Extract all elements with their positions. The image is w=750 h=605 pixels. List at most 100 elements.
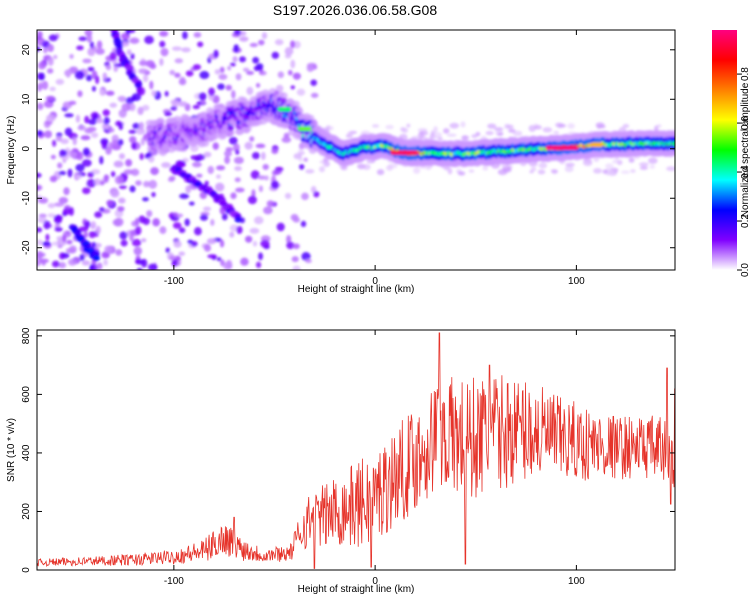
heatmap-cell xyxy=(135,226,142,235)
heatmap-cell xyxy=(42,241,51,247)
heatmap-cell xyxy=(161,162,171,169)
spectrogram-ylabel: Frequency (Hz) xyxy=(6,116,17,185)
heatmap-cell xyxy=(132,122,140,130)
heatmap-cell xyxy=(159,40,166,48)
heatmap-cell xyxy=(37,83,43,92)
heatmap-cell xyxy=(111,139,119,149)
heatmap-cell xyxy=(287,69,293,76)
heatmap-cell xyxy=(528,125,536,132)
heatmap-cell xyxy=(468,169,475,173)
heatmap-cell xyxy=(99,88,105,96)
heatmap-cell xyxy=(120,239,128,247)
heatmap-cell xyxy=(593,168,602,174)
heatmap-cell xyxy=(55,135,63,142)
heatmap-cell xyxy=(131,238,142,247)
heatmap-cell xyxy=(156,117,165,125)
heatmap-cell xyxy=(258,252,264,261)
heatmap-cell xyxy=(648,157,658,164)
heatmap-cell xyxy=(607,169,616,177)
heatmap-cell xyxy=(671,131,675,139)
heatmap-cell xyxy=(230,192,237,200)
heatmap-cell xyxy=(371,124,380,128)
heatmap-cell xyxy=(192,64,202,70)
heatmap-cell xyxy=(244,235,253,243)
heatmap-cell xyxy=(213,49,219,59)
heatmap-cell xyxy=(99,207,105,212)
heatmap-cell xyxy=(219,66,225,74)
chart-title: S197.2026.036.06.58.G08 xyxy=(273,2,437,18)
heatmap-cell xyxy=(227,65,232,71)
heatmap-cell xyxy=(214,182,225,192)
heatmap-cell xyxy=(193,32,202,38)
heatmap-cell xyxy=(110,171,116,178)
heatmap-cell xyxy=(103,116,110,125)
heatmap-cell xyxy=(141,258,148,268)
heatmap-cell xyxy=(52,139,57,147)
heatmap-cell xyxy=(286,235,292,244)
heatmap-cell xyxy=(95,48,105,55)
heatmap-cell xyxy=(108,142,113,151)
heatmap-cell xyxy=(196,173,203,178)
heatmap-cell xyxy=(96,40,103,49)
heatmap-cell xyxy=(243,125,252,133)
heatmap-cell xyxy=(135,217,140,226)
heatmap-cell xyxy=(87,171,95,178)
heatmap-cell xyxy=(460,121,466,128)
heatmap-cell xyxy=(78,36,88,42)
heatmap-cell xyxy=(417,131,425,139)
heatmap-cell xyxy=(605,163,614,170)
heatmap-cell xyxy=(313,191,320,198)
heatmap-cell xyxy=(225,84,232,91)
heatmap-cell xyxy=(254,216,264,225)
heatmap-cell xyxy=(258,70,267,76)
heatmap-cell xyxy=(299,163,305,170)
heatmap-cell xyxy=(159,30,169,37)
heatmap-cell xyxy=(310,79,318,86)
heatmap-cell xyxy=(190,155,199,160)
heatmap-cell xyxy=(63,187,70,196)
snr-xtick-label: 100 xyxy=(568,576,585,587)
heatmap-cell xyxy=(168,175,176,181)
heatmap-cell xyxy=(233,30,242,35)
heatmap-cell xyxy=(159,226,167,235)
heatmap-cell xyxy=(123,169,134,175)
heatmap-cell xyxy=(512,130,523,137)
heatmap-cell xyxy=(305,126,312,132)
heatmap-cell xyxy=(37,185,40,192)
heatmap-cell xyxy=(37,260,41,267)
heatmap-cell xyxy=(262,164,269,171)
heatmap-cell xyxy=(182,31,188,40)
heatmap-cell xyxy=(247,195,257,205)
heatmap-cell xyxy=(53,214,63,222)
heatmap-cell xyxy=(502,167,512,173)
heatmap-cell xyxy=(277,71,285,79)
heatmap-cell xyxy=(171,258,178,267)
snr-frame xyxy=(36,329,676,571)
heatmap-cell xyxy=(305,169,315,174)
heatmap-cell xyxy=(565,162,575,167)
heatmap-cell xyxy=(169,255,177,261)
heatmap-cell xyxy=(84,30,93,37)
heatmap-cell xyxy=(126,49,132,56)
heatmap-cell xyxy=(64,127,73,137)
heatmap-cell xyxy=(255,261,262,269)
heatmap-cell xyxy=(218,73,228,80)
heatmap-cell xyxy=(81,260,91,266)
snr-panel: -100 0 100 0 200 400 600 800 Height of straight… xyxy=(6,327,676,595)
heatmap-cell xyxy=(174,72,181,78)
heatmap-cell xyxy=(284,46,294,56)
heatmap-cell xyxy=(151,90,157,97)
heatmap-cell xyxy=(639,166,649,170)
heatmap-cell xyxy=(457,171,466,176)
heatmap-cell xyxy=(82,187,91,195)
heatmap-cell xyxy=(223,261,233,270)
heatmap-cell xyxy=(285,106,292,112)
heatmap-cell xyxy=(103,174,109,183)
heatmap-cell xyxy=(91,241,97,248)
heatmap-cell xyxy=(75,114,81,123)
heatmap-cell xyxy=(295,107,304,115)
spectrogram-xtick-label: 0 xyxy=(372,276,378,287)
heatmap-cell xyxy=(328,125,334,131)
heatmap-cell xyxy=(212,142,219,150)
heatmap-cell xyxy=(199,71,210,80)
